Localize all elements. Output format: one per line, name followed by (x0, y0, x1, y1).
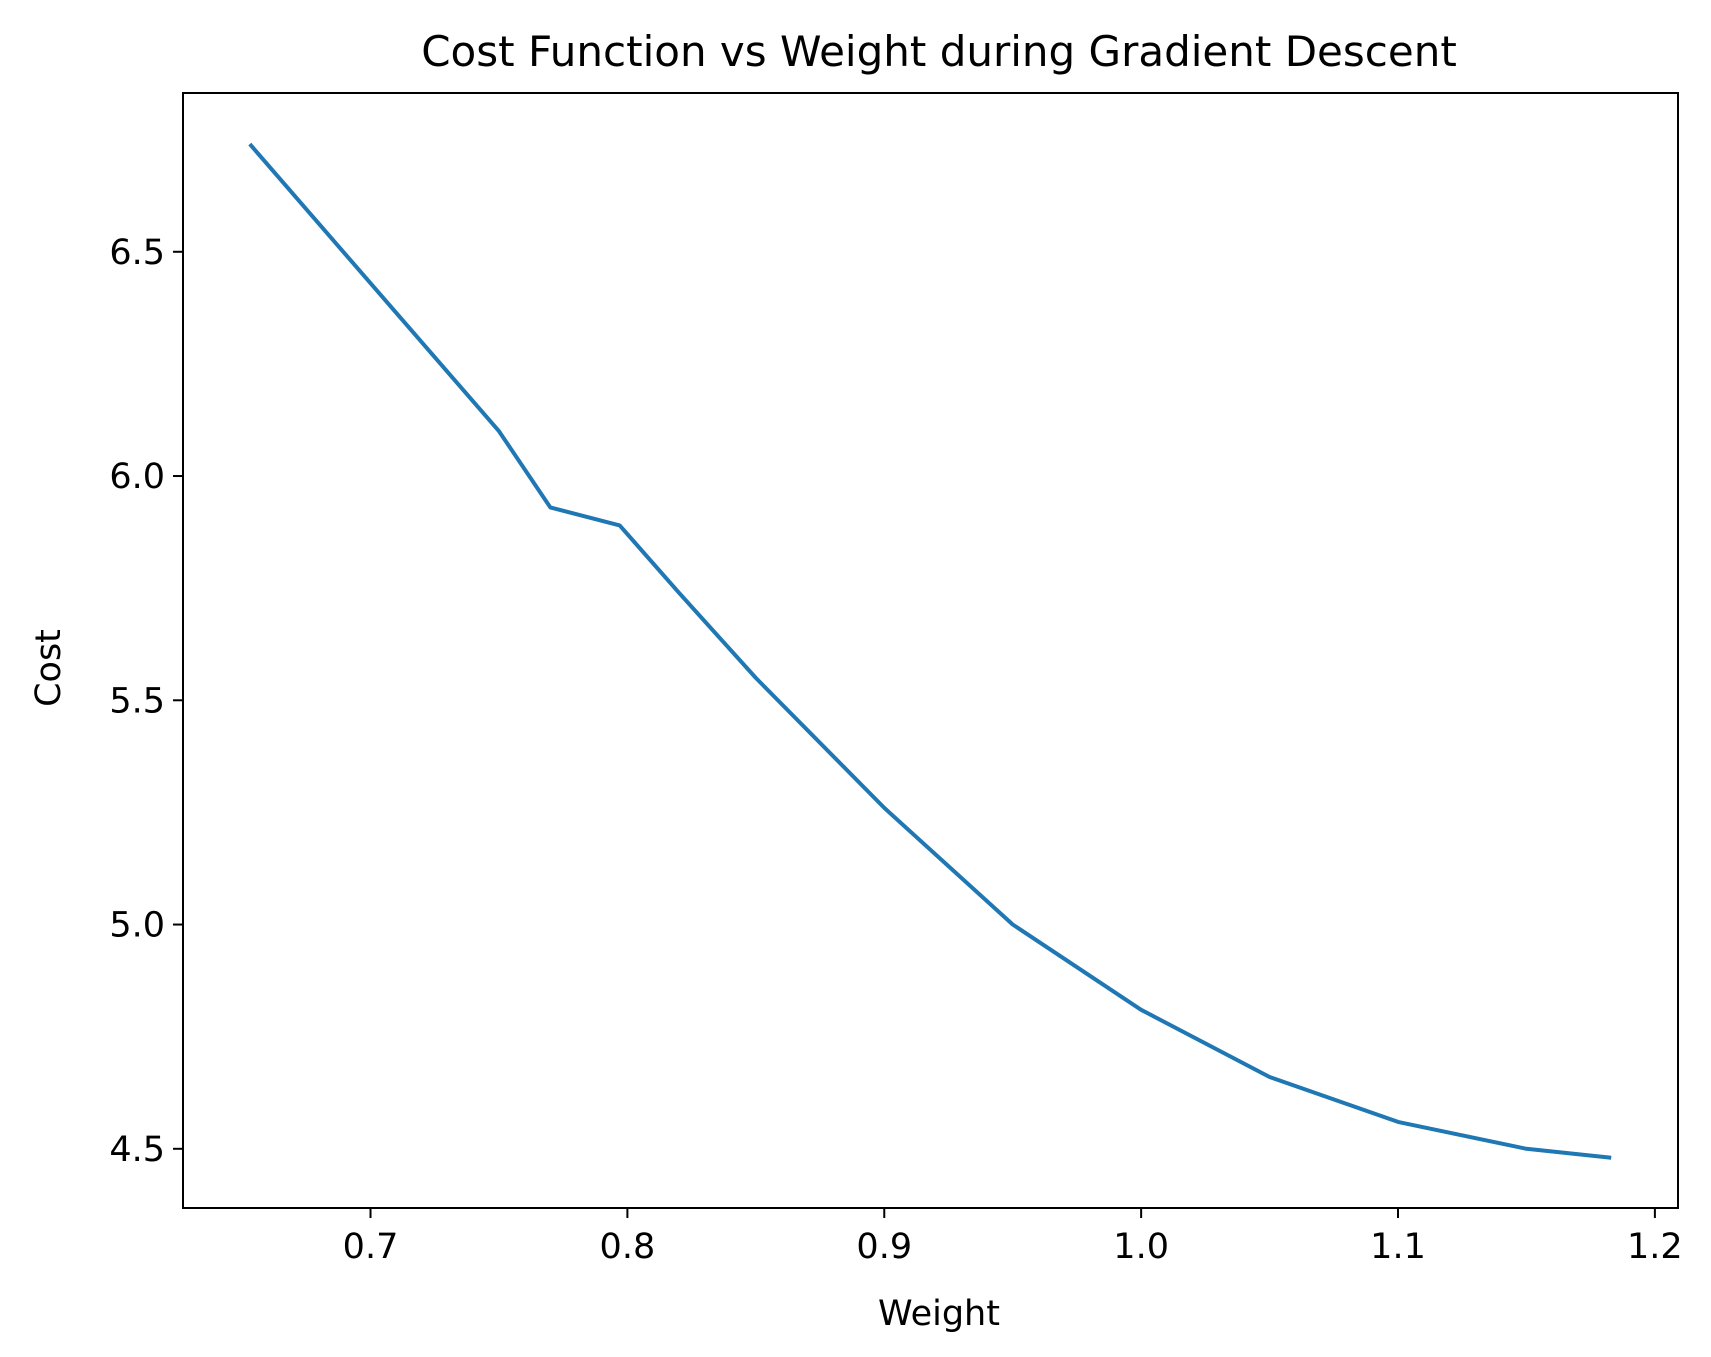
y-tick-label: 6.0 (109, 457, 165, 497)
x-tick-label: 0.7 (343, 1227, 399, 1267)
x-axis-label: Weight (878, 1294, 1000, 1334)
plot-area: 0.7 0.8 0.9 1.0 1.1 1.2 4.5 5.0 5.5 6.0 6.5 (109, 92, 1683, 1267)
y-axis-label: Cost (29, 629, 69, 707)
series-line-0 (248, 142, 1612, 1160)
x-tick-label: 1.2 (1627, 1227, 1683, 1267)
y-tick-label: 5.5 (109, 681, 165, 721)
y-tick-label: 6.5 (109, 233, 165, 273)
chart-title: Cost Function vs Weight during Gradient … (421, 27, 1457, 76)
x-tick-label: 1.1 (1370, 1227, 1426, 1267)
y-tick-label: 5.0 (109, 906, 165, 946)
x-tick-label: 0.9 (856, 1227, 912, 1267)
x-tick-label: 1.0 (1113, 1227, 1169, 1267)
y-tick-label: 4.5 (109, 1130, 165, 1170)
x-tick-label: 0.8 (600, 1227, 656, 1267)
axes-frame (182, 92, 1679, 1209)
